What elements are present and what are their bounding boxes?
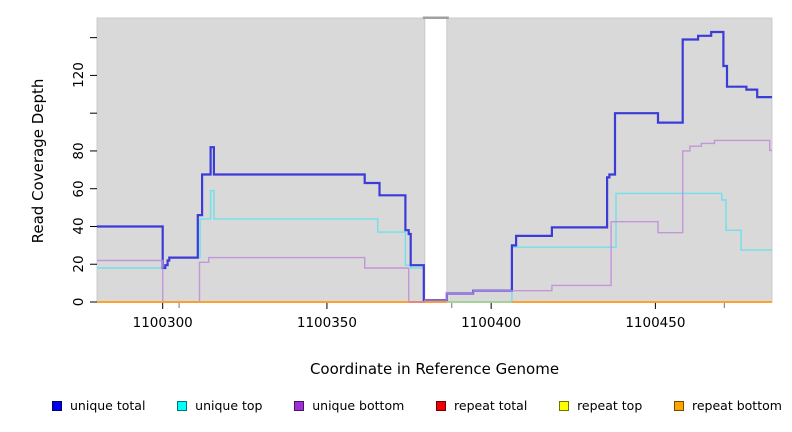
- legend-item-repeat-bottom: repeat bottom: [674, 398, 782, 413]
- legend: unique total unique top unique bottom repea…: [0, 398, 792, 413]
- legend-swatch-unique-total: [52, 400, 62, 411]
- legend-item-unique-top: unique top: [177, 398, 262, 413]
- legend-swatch-repeat-bottom: [674, 400, 684, 411]
- legend-label: repeat total: [454, 398, 528, 413]
- legend-swatch-repeat-total: [436, 400, 447, 411]
- legend-label: unique top: [195, 398, 263, 413]
- legend-swatch-unique-top: [177, 400, 188, 411]
- legend-item-repeat-total: repeat total: [436, 398, 527, 413]
- background-region: [96, 17, 426, 303]
- y-axis-title: Read Coverage Depth: [29, 78, 47, 244]
- legend-item-repeat-top: repeat top: [559, 398, 642, 413]
- legend-label: repeat bottom: [692, 398, 782, 413]
- background-region: [446, 17, 773, 303]
- legend-swatch-repeat-top: [559, 400, 570, 411]
- gap-top-border: [422, 16, 449, 19]
- legend-label: repeat top: [577, 398, 643, 413]
- legend-label: unique bottom: [312, 398, 405, 413]
- legend-swatch-unique-bottom: [294, 400, 305, 411]
- legend-label: unique total: [70, 398, 146, 413]
- series-line-unique-bottom: [97, 139, 772, 303]
- legend-item-unique-total: unique total: [52, 398, 145, 413]
- x-axis-title: Coordinate in Reference Genome: [309, 360, 560, 378]
- legend-item-unique-bottom: unique bottom: [294, 398, 404, 413]
